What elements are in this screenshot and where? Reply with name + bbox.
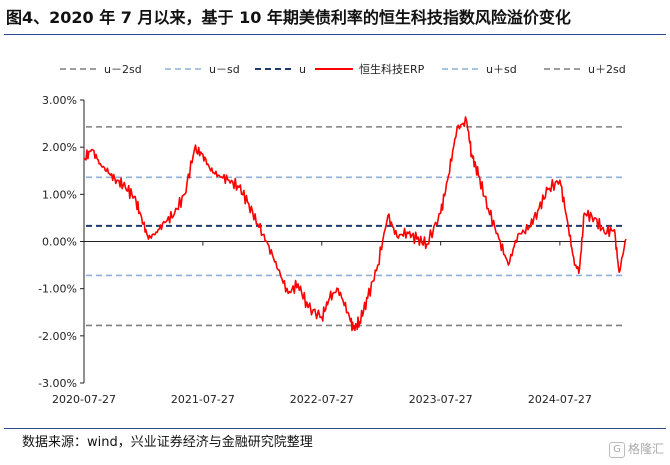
watermark-text: 格隆汇 — [627, 442, 664, 456]
x-tick-label: 2024-07-27 — [528, 393, 592, 406]
bottom-rule — [4, 428, 666, 429]
x-tick-label: 2021-07-27 — [171, 393, 235, 406]
series-layer — [83, 116, 627, 332]
watermark-logo-icon: G — [608, 441, 625, 458]
y-tick-label: -1.00% — [38, 283, 77, 296]
reference-lines — [86, 126, 626, 327]
figure-title: 图4、2020 年 7 月以来，基于 10 年期美债利率的恒生科技指数风险溢价变… — [6, 8, 571, 27]
legend-label: u — [299, 63, 306, 76]
y-tick-label: -3.00% — [38, 377, 77, 390]
x-tick-label: 2022-07-27 — [290, 393, 354, 406]
watermark: G 格隆汇 — [608, 440, 664, 458]
legend-label: u＋2sd — [588, 63, 626, 76]
x-tick-label: 2020-07-27 — [52, 393, 116, 406]
source-note: 数据来源：wind，兴业证券经济与金融研究院整理 — [22, 435, 313, 450]
legend: u－2sd u－sd u 恒生科技ERP u＋sd u＋2sd — [60, 62, 626, 76]
top-rule — [4, 34, 666, 35]
y-tick-label: 1.00% — [42, 188, 77, 201]
legend-label: u－2sd — [104, 63, 142, 76]
legend-label: u＋sd — [486, 63, 517, 76]
y-tick-label: 2.00% — [42, 141, 77, 154]
erp-line-chart: u－2sd u－sd u 恒生科技ERP u＋sd u＋2sd 3.00% 2.00% 1.0… — [38, 62, 627, 406]
y-tick-label: 3.00% — [42, 94, 77, 107]
legend-label: 恒生科技ERP — [359, 62, 425, 76]
legend-label: u－sd — [209, 63, 240, 76]
x-axis: 2020-07-27 2021-07-27 2022-07-27 2023-07-27… — [52, 241, 626, 406]
y-tick-label: -2.00% — [38, 330, 77, 343]
x-tick-label: 2023-07-27 — [409, 393, 473, 406]
y-tick-label: 0.00% — [42, 236, 77, 249]
series-line-erp — [83, 116, 627, 332]
y-axis: 3.00% 2.00% 1.00% 0.00% -1.00% -2.00% -3.00% — [38, 94, 85, 390]
